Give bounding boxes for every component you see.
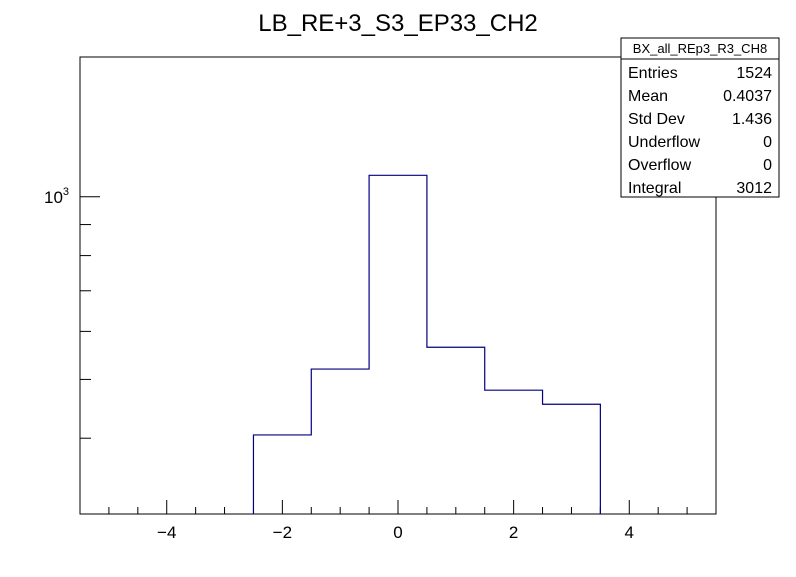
stats-row-value: 1524	[736, 65, 772, 82]
stats-row-label: Std Dev	[628, 111, 685, 128]
x-tick-label: −2	[273, 523, 292, 542]
y-axis-ticks	[80, 196, 100, 515]
x-tick-label: 0	[393, 523, 402, 542]
stats-box: BX_all_REp3_R3_CH8 Entries 1524 Mean 0.4037 S…	[620, 37, 780, 198]
x-tick-label: 2	[509, 523, 518, 542]
stats-row-label: Integral	[628, 180, 681, 197]
x-tick-label: −4	[157, 523, 176, 542]
stats-row-value: 1.436	[732, 111, 772, 128]
stats-box-frame	[620, 37, 780, 198]
histogram-series-line	[252, 174, 601, 514]
x-axis-tick-labels: −4 −2 0 2 4	[157, 523, 634, 542]
x-tick-label: 4	[625, 523, 634, 542]
y-tick-label-exponent: 3	[63, 186, 69, 198]
y-tick-label-base: 10	[44, 188, 63, 207]
stats-row-label: Underflow	[628, 134, 700, 151]
x-axis-ticks	[108, 500, 688, 514]
stats-row-value: 3012	[736, 180, 772, 197]
stats-box-name: BX_all_REp3_R3_CH8	[633, 41, 767, 56]
chart-title: LB_RE+3_S3_EP33_CH2	[258, 10, 538, 37]
stats-row-value: 0	[763, 134, 772, 151]
stats-row-label: Entries	[628, 65, 678, 82]
stats-row-label: Overflow	[628, 157, 692, 174]
stats-row-value: 0	[763, 157, 772, 174]
stats-row-label: Mean	[628, 88, 668, 105]
stats-row-value: 0.4037	[723, 88, 772, 105]
y-tick-label-1000: 103	[44, 186, 69, 207]
